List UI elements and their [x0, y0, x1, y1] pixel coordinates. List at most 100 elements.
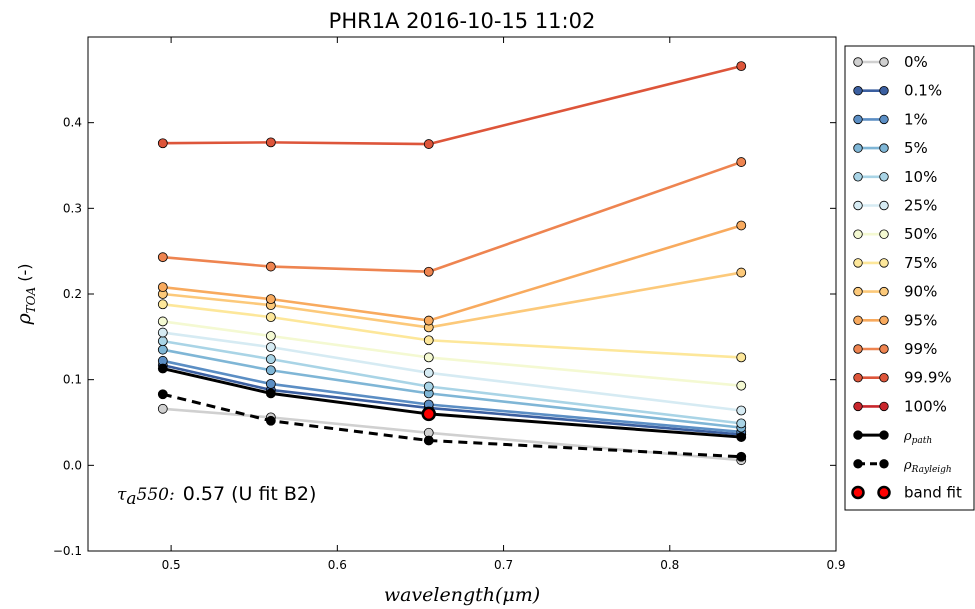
legend-marker [879, 344, 889, 354]
x-tick-label: 0.7 [494, 558, 513, 572]
legend-label: 25% [904, 197, 937, 215]
data-point [157, 252, 168, 263]
x-tick-label: 0.5 [162, 558, 181, 572]
data-point [265, 331, 276, 341]
legend-item: band fit [851, 484, 962, 502]
y-axis-label: ρTOA (-) [13, 263, 38, 325]
y-axis-label-unit: (-) [15, 263, 34, 286]
annotation: τa550: 0.57 (U fit B2) [117, 483, 316, 509]
legend-item: 10% [853, 168, 937, 186]
legend-box [844, 45, 975, 511]
series-10 [157, 157, 747, 277]
y-axis-label-sub: TOA [24, 287, 38, 314]
legend-marker [879, 57, 889, 67]
data-point [423, 139, 434, 149]
series-line [162, 320, 742, 387]
series-line [162, 64, 742, 146]
data-point [265, 365, 276, 376]
legend-item: 99.9% [853, 369, 952, 387]
data-point [157, 336, 168, 347]
legend-label: band fit [904, 484, 962, 502]
data-point [265, 388, 276, 399]
legend-item: ρpath [853, 429, 932, 446]
data-point [736, 451, 747, 462]
legend-marker [879, 114, 889, 125]
legend-marker [853, 373, 863, 383]
series-line [162, 392, 742, 459]
legend-marker [853, 459, 863, 469]
y-tick-label: 0.0 [63, 458, 82, 472]
legend-label: 5% [904, 139, 928, 157]
legend-item: 90% [853, 283, 937, 301]
y-tick-label: −0.1 [53, 544, 82, 558]
legend-marker [879, 401, 889, 412]
data-point [736, 61, 747, 72]
legend-marker [853, 143, 863, 153]
legend-label: 100% [904, 397, 947, 415]
series-6 [157, 316, 747, 391]
legend-item: 95% [853, 311, 937, 329]
legend-marker [879, 172, 889, 182]
legend-label: 1% [904, 110, 928, 128]
annotation-text: 0.57 (U fit B2) [183, 483, 317, 505]
data-point [423, 266, 434, 277]
x-tick-label: 0.9 [826, 558, 845, 572]
data-point [423, 352, 434, 363]
legend-label: 0.1% [904, 82, 942, 100]
legend-marker [851, 485, 865, 500]
legend-item: 0% [853, 53, 928, 71]
legend-marker [879, 373, 889, 383]
legend-marker [879, 286, 889, 297]
legend-label: 90% [904, 283, 937, 301]
series-line [162, 302, 742, 359]
y-axis-label-symbol: ρ [13, 313, 35, 326]
data-point [423, 335, 434, 346]
annotation-colon: : [169, 485, 175, 505]
legend-marker [853, 401, 863, 412]
legend-marker [853, 172, 863, 182]
data-point [157, 282, 168, 293]
legend-marker [853, 315, 863, 326]
data-point [423, 315, 434, 326]
data-point [736, 380, 747, 391]
legend-label: 99.9% [904, 369, 952, 387]
legend-marker [853, 200, 863, 211]
legend-marker [853, 85, 863, 96]
y-tick-label: 0.3 [63, 201, 82, 215]
chart-title: PHR1A 2016-10-15 11:02 [329, 9, 596, 33]
data-point [736, 220, 747, 231]
band-fit-point [421, 406, 437, 422]
series-line [162, 331, 742, 412]
legend-marker [879, 258, 889, 268]
legend-marker [853, 229, 863, 239]
data-point [157, 299, 168, 310]
legend-label: 95% [904, 311, 937, 329]
annotation-symbol: τ [117, 485, 127, 505]
data-point [736, 267, 747, 278]
data-point [265, 354, 276, 365]
legend: 0% 0.1% 1% 5% 10% 25% 50% 75% 90% 95% 99% 99.9% 100%… [844, 45, 975, 511]
data-point [265, 312, 276, 323]
series-line [162, 348, 742, 429]
legend-marker [879, 459, 889, 469]
plot-area [87, 36, 837, 552]
data-point [265, 137, 276, 148]
legend-marker [879, 143, 889, 153]
annotation-sub: a [126, 489, 136, 509]
series-7 [157, 299, 747, 363]
series-11 [157, 61, 747, 149]
data-point [736, 418, 747, 429]
legend-item: 100% [853, 397, 947, 415]
data-point [265, 342, 276, 353]
data-point [736, 432, 747, 442]
y-tick-label: 0.2 [63, 287, 82, 301]
legend-item: 50% [853, 225, 937, 243]
annotation-num: 550 [137, 485, 170, 505]
legend-item: 1% [853, 110, 928, 128]
data-point [265, 261, 276, 272]
legend-item: 5% [853, 139, 928, 157]
series-5 [157, 327, 747, 416]
legend-label: 0% [904, 53, 928, 71]
series-line [162, 359, 742, 434]
legend-marker [879, 85, 889, 96]
